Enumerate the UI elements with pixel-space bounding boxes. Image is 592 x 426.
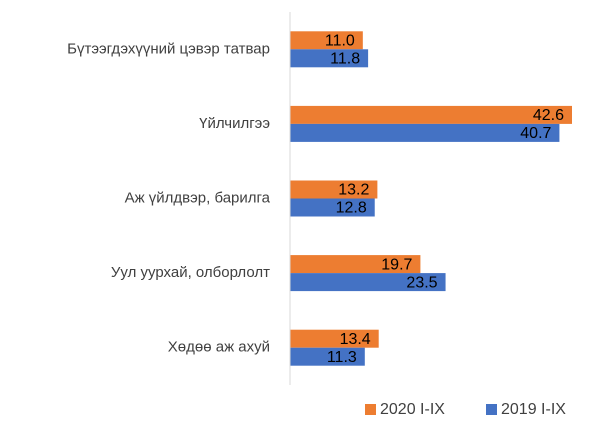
legend-swatch [365,404,376,415]
data-label: 11.3 [327,349,357,366]
data-label: 11.8 [330,51,360,68]
data-label: 40.7 [520,125,551,142]
data-label: 13.2 [338,182,369,199]
data-label: 42.6 [533,107,564,124]
bar [290,180,378,199]
data-label: 11.0 [325,33,355,50]
bar [290,31,363,50]
bar [290,105,572,124]
bar [290,123,560,142]
legend-label: 2020 I-IX [380,401,445,418]
legend-label: 2019 I-IX [501,401,566,418]
data-label: 13.4 [340,331,371,348]
data-label: 19.7 [381,256,412,273]
category-label: Уул уурхай, олборлолт [111,264,270,281]
bar [290,329,379,348]
bar [290,49,369,68]
bar [290,273,446,292]
data-label: 23.5 [406,274,437,291]
data-label: 12.8 [336,200,367,217]
bar [290,347,365,366]
category-label: Аж үйлдвэр, барилга [125,189,271,206]
legend-swatch [486,404,497,415]
bar [290,255,421,274]
category-label: Хөдөө аж ахуй [168,339,270,356]
category-label: Бүтээгдэхүүний цэвэр татвар [67,40,270,57]
bar [290,198,375,217]
category-label: Үйлчилгээ [199,115,270,132]
